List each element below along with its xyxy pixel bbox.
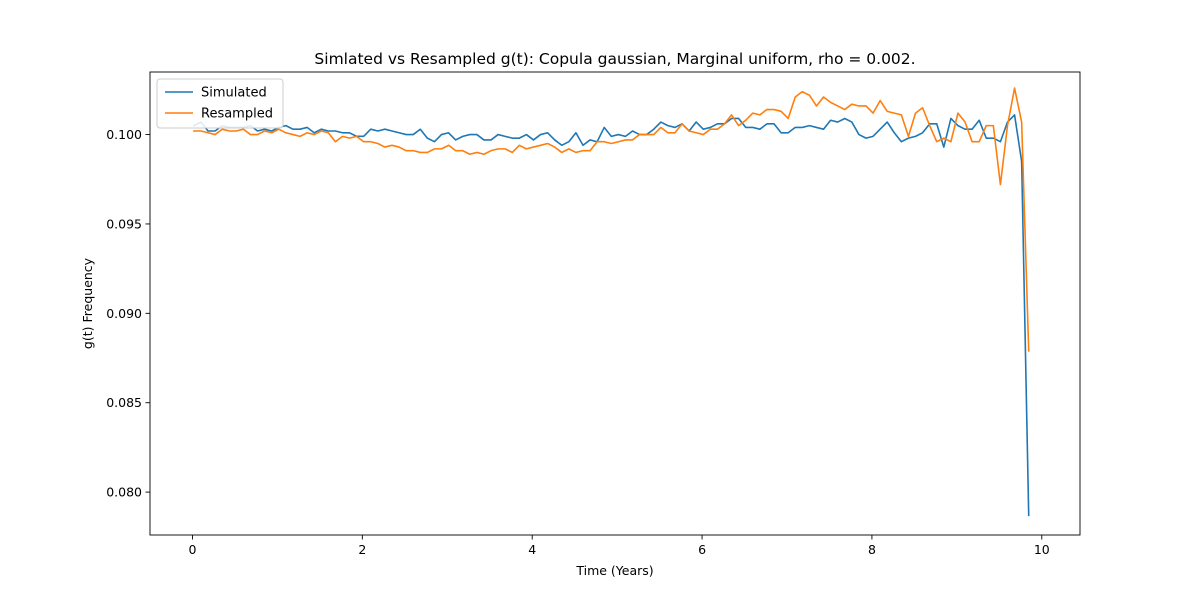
y-axis-label: g(t) Frequency [80, 257, 95, 349]
chart-title: Simlated vs Resampled g(t): Copula gauss… [314, 50, 915, 68]
x-axis-label: Time (Years) [575, 563, 653, 578]
legend-label-resampled: Resampled [201, 107, 273, 122]
series-line-resampled [193, 87, 1030, 352]
plot-frame [149, 71, 1081, 536]
x-tick-label: 6 [698, 542, 706, 557]
x-tick-label: 4 [528, 542, 536, 557]
legend: Simulated Resampled [156, 78, 284, 129]
y-axis-ticks: 0.080 0.085 0.090 0.095 0.100 [106, 127, 150, 500]
x-tick-label: 2 [358, 542, 366, 557]
y-tick-label: 0.095 [106, 216, 142, 231]
plot-area [149, 71, 1081, 536]
y-tick-label: 0.085 [106, 395, 142, 410]
x-tick-label: 10 [1034, 542, 1050, 557]
y-tick-label: 0.080 [106, 485, 142, 500]
y-tick-label: 0.100 [106, 127, 142, 142]
x-axis-ticks: 0 2 4 6 8 10 [188, 535, 1050, 557]
series-line-simulated [192, 114, 1030, 517]
legend-label-simulated: Simulated [201, 86, 267, 101]
y-tick-label: 0.090 [106, 306, 142, 321]
x-tick-label: 8 [868, 542, 876, 557]
x-tick-label: 0 [188, 542, 196, 557]
